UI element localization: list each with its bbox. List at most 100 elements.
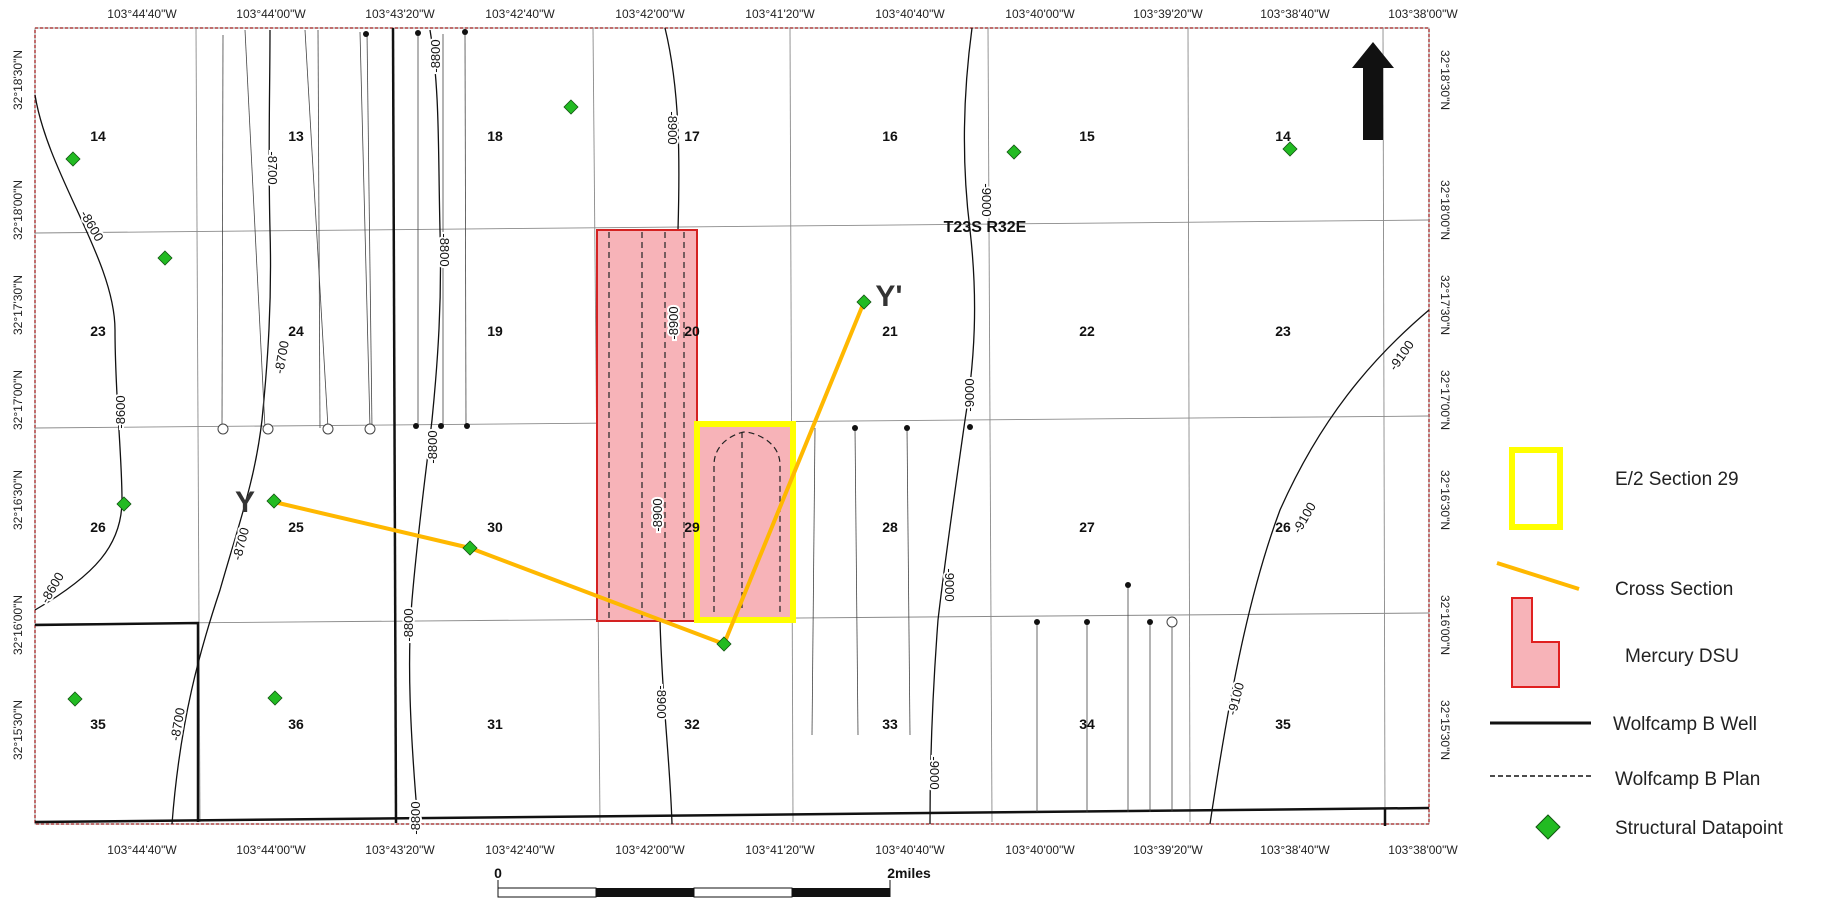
legend-symbols: [1490, 447, 1591, 840]
section-number: 26: [90, 519, 106, 535]
section-number: 19: [487, 323, 503, 339]
section-number: 24: [288, 323, 304, 339]
right-latitude-label: 32°16'00"N: [1438, 595, 1452, 655]
orange-line-icon: [1496, 561, 1580, 591]
top-longitude-label: 103°42'40"W: [485, 7, 555, 21]
left-latitude-label: 32°16'30"N: [11, 470, 25, 530]
contour-label: -8900: [666, 306, 681, 339]
top-longitude-label: 103°38'00"W: [1388, 7, 1458, 21]
top-longitude-label: 103°44'00"W: [236, 7, 306, 21]
top-longitude-label: 103°39'20"W: [1133, 7, 1203, 21]
bottom-longitude-label: 103°41'20"W: [745, 843, 815, 857]
section-number: 17: [684, 128, 700, 144]
section-number: 14: [1275, 128, 1291, 144]
yellow-rectangle-icon: [1509, 447, 1563, 530]
section-number: 23: [90, 323, 106, 339]
mercury-dsu: [596, 229, 698, 622]
contour-label: -8800: [408, 801, 423, 834]
right-latitude-label: 32°18'30"N: [1438, 50, 1452, 110]
section-number: 26: [1275, 519, 1291, 535]
contour-label: -8900: [650, 498, 665, 531]
bottom-longitude-label: 103°42'00"W: [615, 843, 685, 857]
cross-section-line: [273, 301, 866, 646]
contour-label: -8800: [437, 233, 452, 266]
plugged-well-markers: [217, 423, 1178, 628]
right-latitude-label: 32°16'30"N: [1438, 470, 1452, 530]
scale-end-label: 2miles: [887, 865, 931, 881]
top-longitude-label: 103°38'40"W: [1260, 7, 1330, 21]
section-number: 23: [1275, 323, 1291, 339]
top-longitude-label: 103°44'40"W: [107, 7, 177, 21]
bottom-longitude-label: 103°38'40"W: [1260, 843, 1330, 857]
contour-label: -8700: [265, 151, 280, 184]
contour-label: -8800: [401, 608, 416, 641]
contour-label: -9000: [962, 378, 977, 411]
legend-label: Wolfcamp B Well: [1613, 714, 1757, 735]
left-latitude-label: 32°18'00"N: [11, 180, 25, 240]
section-number: 21: [882, 323, 898, 339]
top-longitude-label: 103°40'00"W: [1005, 7, 1075, 21]
contour-label: -8600: [113, 395, 128, 428]
top-longitude-label: 103°40'40"W: [875, 7, 945, 21]
legend-label: Mercury DSU: [1625, 646, 1739, 667]
legend-label: Wolfcamp B Plan: [1615, 769, 1760, 790]
section-number: 31: [487, 716, 503, 732]
section-number: 22: [1079, 323, 1095, 339]
bottom-longitude-label: 103°44'00"W: [236, 843, 306, 857]
section-number: 29: [684, 519, 700, 535]
contour-label: -9000: [927, 756, 942, 789]
section-number: 30: [487, 519, 503, 535]
wolfcamp-b-plan-lines: [608, 232, 781, 619]
north-arrow-icon: [1352, 42, 1394, 140]
top-longitude-label: 103°43'20"W: [365, 7, 435, 21]
right-latitude-label: 32°18'00"N: [1438, 180, 1452, 240]
section-number: 35: [90, 716, 106, 732]
left-latitude-label: 32°17'30"N: [11, 275, 25, 335]
left-latitude-label: 32°17'00"N: [11, 370, 25, 430]
map-border: [34, 27, 1430, 825]
left-latitude-label: 32°16'00"N: [11, 595, 25, 655]
township-label: T23S R32E: [944, 219, 1027, 236]
legend-label: Structural Datapoint: [1615, 818, 1784, 839]
cross-section-start-label: Y: [235, 486, 255, 519]
section-number: 32: [684, 716, 700, 732]
right-latitude-label: 32°17'30"N: [1438, 275, 1452, 335]
left-latitude-label: 32°18'30"N: [11, 50, 25, 110]
mercury-dsu-east: [697, 424, 793, 620]
contour-label: -8800: [425, 430, 440, 463]
contour-label: -8800: [428, 39, 443, 72]
legend-label: E/2 Section 29: [1615, 469, 1739, 490]
section-number: 15: [1079, 128, 1095, 144]
e2-section-29-outline: [694, 421, 796, 623]
scale-start-label: 0: [494, 865, 502, 881]
bottom-longitude-label: 103°42'40"W: [485, 843, 555, 857]
contour-label: -8900: [665, 111, 680, 144]
cross-section-end-label: Y': [875, 280, 902, 313]
right-latitude-label: 32°15'30"N: [1438, 700, 1452, 760]
section-number: 34: [1079, 716, 1095, 732]
right-latitude-label: 32°17'00"N: [1438, 370, 1452, 430]
contour-label: -8900: [654, 685, 669, 718]
well-laterals: [221, 29, 1173, 812]
boundary-lines: [34, 27, 1430, 826]
bottom-longitude-label: 103°44'40"W: [107, 843, 177, 857]
green-diamond-icon: [1535, 814, 1561, 840]
top-longitude-label: 103°42'00"W: [615, 7, 685, 21]
left-latitude-label: 32°15'30"N: [11, 700, 25, 760]
bottom-longitude-label: 103°39'20"W: [1133, 843, 1203, 857]
section-number: 16: [882, 128, 898, 144]
contour-label: -9000: [979, 183, 994, 216]
bottom-longitude-label: 103°38'00"W: [1388, 843, 1458, 857]
section-number: 20: [684, 323, 700, 339]
section-number: 36: [288, 716, 304, 732]
legend-label: Cross Section: [1615, 579, 1733, 600]
section-number: 18: [487, 128, 503, 144]
red-l-shape-icon: [1511, 597, 1560, 688]
section-number: 28: [882, 519, 898, 535]
section-number: 14: [90, 128, 106, 144]
contour-label: -9000: [942, 568, 957, 601]
scale-bar: [497, 880, 891, 898]
section-number: 27: [1079, 519, 1095, 535]
section-number: 25: [288, 519, 304, 535]
